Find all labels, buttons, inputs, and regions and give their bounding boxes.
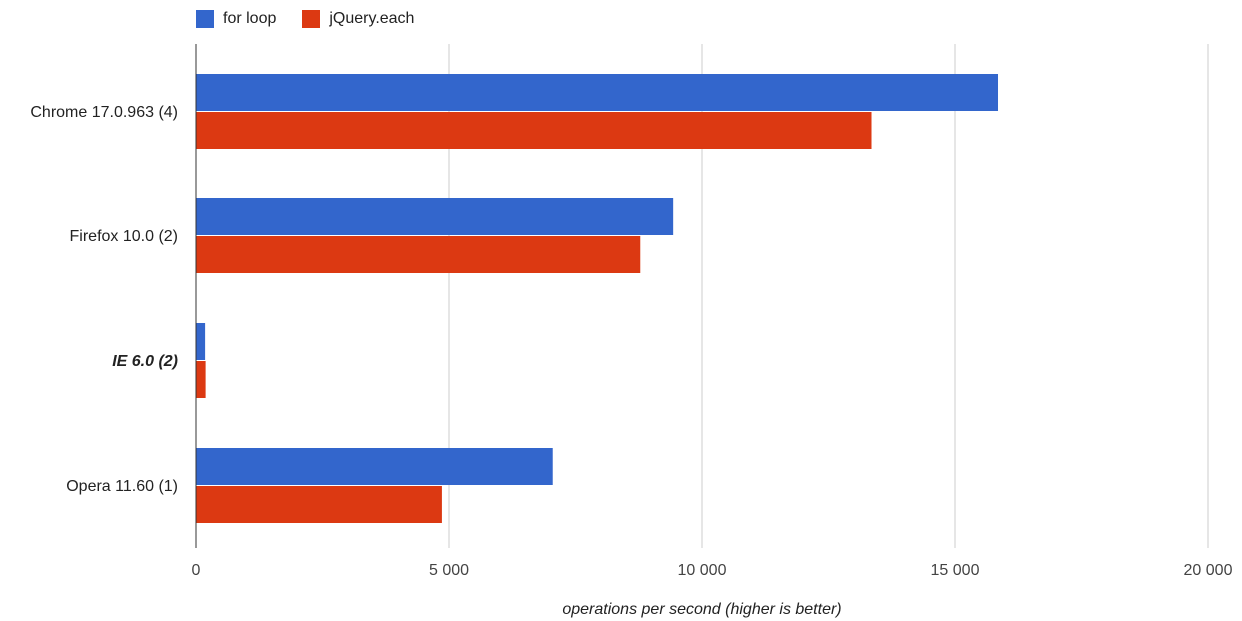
bar-for-loop (196, 74, 999, 111)
x-axis-title: operations per second (higher is better) (562, 601, 841, 618)
legend-label: jQuery.each (329, 10, 415, 27)
bar-jquery-each (196, 112, 872, 149)
bar-jquery-each (196, 486, 442, 523)
category-label: Opera 11.60 (1) (66, 478, 178, 495)
category-label: IE 6.0 (2) (112, 353, 178, 370)
category-label: Firefox 10.0 (2) (70, 228, 178, 245)
category-label: Chrome 17.0.963 (4) (30, 104, 178, 121)
bar-for-loop (196, 198, 674, 235)
x-tick-label: 10 000 (678, 562, 727, 579)
legend-label: for loop (223, 10, 277, 27)
legend-item-1: jQuery.each (302, 10, 414, 28)
bar-jquery-each (196, 361, 206, 398)
legend-swatch (196, 10, 214, 28)
legend: for loop jQuery.each (196, 8, 414, 30)
bar-for-loop (196, 448, 553, 485)
bar-for-loop (196, 323, 206, 360)
legend-swatch (302, 10, 321, 28)
x-tick-label: 0 (192, 562, 201, 579)
x-tick-label: 20 000 (1184, 562, 1233, 579)
bar-jquery-each (196, 236, 641, 273)
x-tick-label: 15 000 (931, 562, 980, 579)
x-tick-label: 5 000 (429, 562, 469, 579)
legend-item-0: for loop (196, 10, 276, 28)
